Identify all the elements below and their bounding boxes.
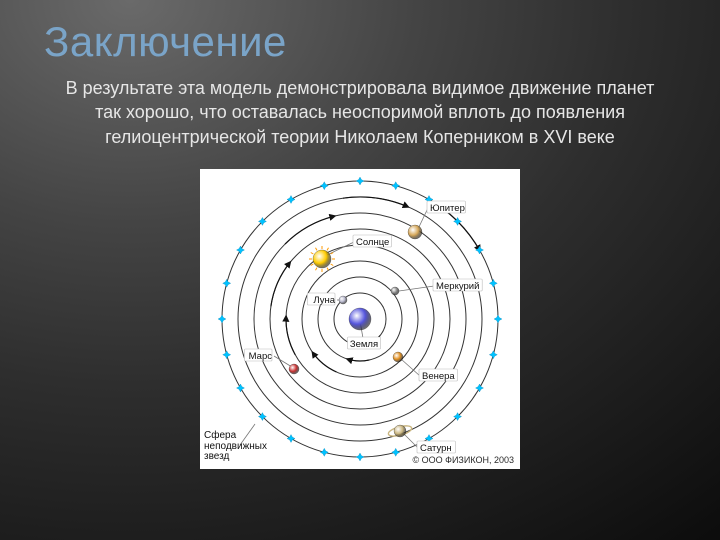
label-venus: Венера	[422, 371, 455, 382]
copyright-text: © ООО ФИЗИКОН, 2003	[412, 455, 514, 465]
jupiter-body	[408, 225, 422, 239]
moon-body	[339, 296, 347, 304]
label-sun: Солнце	[356, 237, 389, 248]
diagram-svg: Земля Луна Меркурий Венера Солнце Марс Юпитер С…	[200, 169, 520, 469]
label-mercury: Меркурий	[436, 281, 479, 292]
saturn-body	[394, 425, 406, 437]
sun-body	[313, 250, 331, 268]
page-title: Заключение	[0, 0, 720, 76]
geocentric-diagram: Земля Луна Меркурий Венера Солнце Марс Юпитер С…	[200, 169, 520, 469]
body-paragraph: В результате эта модель демонстрировала …	[0, 76, 720, 161]
sphere-label: Сферанеподвижныхзвезд	[204, 431, 267, 463]
venus-body	[393, 352, 403, 362]
label-saturn: Сатурн	[420, 443, 452, 454]
mercury-body	[391, 287, 399, 295]
label-moon: Луна	[313, 295, 335, 306]
label-earth: Земля	[350, 339, 378, 350]
label-mars: Марс	[249, 351, 273, 362]
mars-body	[289, 364, 299, 374]
label-jupiter: Юпитер	[430, 203, 465, 214]
earth-body	[349, 308, 371, 330]
